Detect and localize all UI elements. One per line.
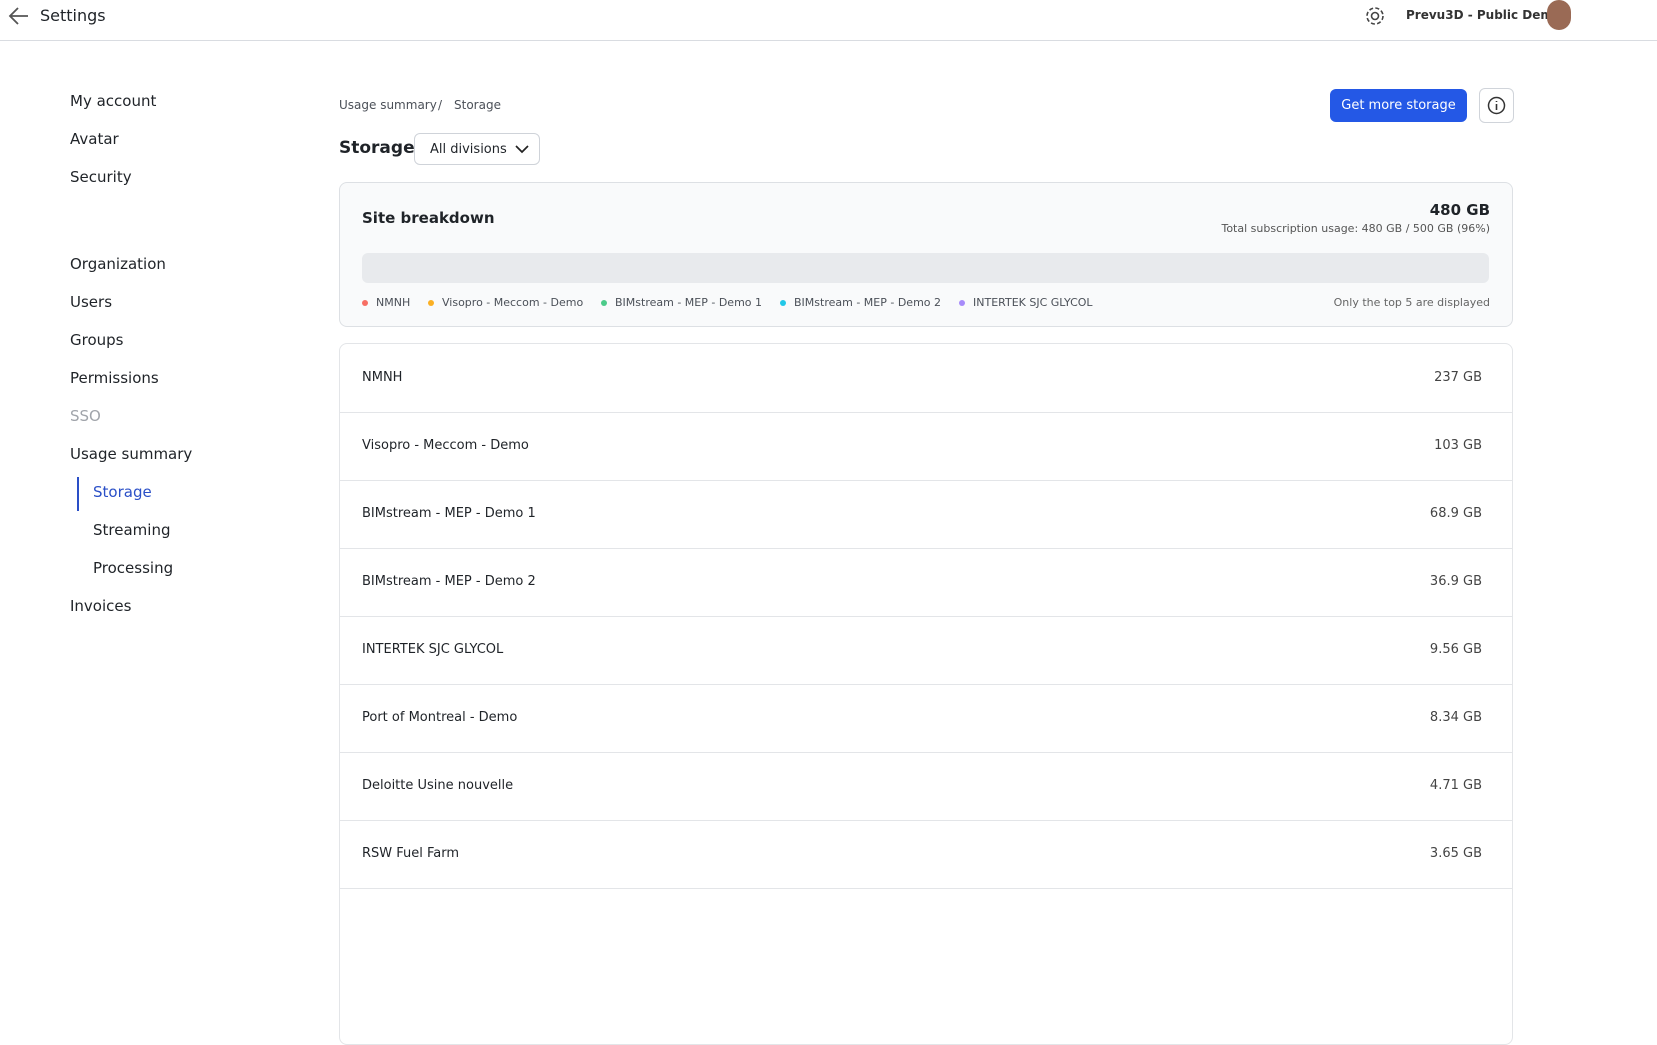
site-name: Deloitte Usine nouvelle <box>362 778 514 793</box>
legend-item: INTERTEK SJC GLYCOL <box>959 296 1093 309</box>
legend-item: Visopro - Meccom - Demo <box>428 296 583 309</box>
legend-label: BIMstream - MEP - Demo 2 <box>794 296 942 309</box>
site-size: 9.56 GB <box>1429 642 1482 657</box>
page-title: Storage <box>339 138 415 158</box>
site-size: 4.71 GB <box>1429 778 1482 793</box>
usage-bar <box>362 253 1489 283</box>
site-row[interactable]: BIMstream - MEP - Demo 1 68.9 GB <box>340 480 1512 549</box>
site-size: 3.65 GB <box>1429 846 1482 861</box>
breadcrumb-item: Storage <box>454 98 501 112</box>
legend-item: NMNH <box>362 296 410 309</box>
sidebar-item[interactable]: Organization <box>70 255 166 273</box>
sidebar-item[interactable]: My account <box>70 92 157 110</box>
settings-icon[interactable] <box>1364 5 1386 27</box>
site-list: NMNH 237 GB Visopro - Meccom - Demo 103 GB B… <box>339 343 1513 1045</box>
site-row[interactable]: Visopro - Meccom - Demo 103 GB <box>340 412 1512 481</box>
active-indicator <box>77 477 79 511</box>
legend-dot <box>362 299 368 306</box>
site-name: Visopro - Meccom - Demo <box>362 438 529 453</box>
site-size: 237 GB <box>1434 370 1482 385</box>
sidebar-item: SSO <box>70 407 101 425</box>
sidebar-item[interactable]: Processing <box>93 559 174 577</box>
back-arrow[interactable] <box>8 6 32 26</box>
site-row[interactable]: RSW Fuel Farm 3.65 GB <box>340 820 1512 889</box>
site-size: 36.9 GB <box>1429 574 1482 589</box>
site-name: Port of Montreal - Demo <box>362 710 518 725</box>
legend-item: BIMstream - MEP - Demo 1 <box>601 296 762 309</box>
sidebar-item[interactable]: Permissions <box>70 369 159 387</box>
site-name: RSW Fuel Farm <box>362 846 460 861</box>
sidebar-item[interactable]: Invoices <box>70 597 132 615</box>
header-title: Settings <box>40 6 106 25</box>
sidebar-item[interactable]: Security <box>70 168 132 186</box>
site-row[interactable]: NMNH 237 GB <box>340 344 1512 413</box>
card-title: Site breakdown <box>362 209 495 227</box>
site-size: 103 GB <box>1434 438 1482 453</box>
get-more-storage-button[interactable]: Get more storage <box>1330 89 1467 122</box>
site-name: BIMstream - MEP - Demo 2 <box>362 574 536 589</box>
sidebar-item[interactable]: Groups <box>70 331 124 349</box>
legend-label: NMNH <box>376 296 411 309</box>
subscription-usage: Total subscription usage: 480 GB / 500 G… <box>1221 222 1490 235</box>
total-usage: 480 GB <box>1429 201 1490 219</box>
site-name: NMNH <box>362 370 403 385</box>
site-row[interactable]: BIMstream - MEP - Demo 2 36.9 GB <box>340 548 1512 617</box>
legend-dot <box>428 299 434 306</box>
breadcrumb-separator: / <box>438 98 443 112</box>
legend-label: Visopro - Meccom - Demo <box>442 296 584 309</box>
site-size: 68.9 GB <box>1429 506 1482 521</box>
avatar[interactable] <box>1547 0 1571 30</box>
site-name: INTERTEK SJC GLYCOL <box>362 642 504 657</box>
filter-label: All divisions <box>430 141 507 157</box>
sidebar-item[interactable]: Avatar <box>70 130 119 148</box>
site-row[interactable]: Port of Montreal - Demo 8.34 GB <box>340 684 1512 753</box>
breadcrumb-item[interactable]: Usage summary <box>339 98 437 112</box>
header: Settings Prevu3D - Public Demos <box>0 0 1657 41</box>
site-name: BIMstream - MEP - Demo 1 <box>362 506 536 521</box>
sidebar-item[interactable]: Streaming <box>93 521 171 539</box>
breakdown-card: Site breakdown 480 GB Total subscription… <box>339 182 1513 327</box>
sidebar-item[interactable]: Storage <box>93 483 152 501</box>
legend-label: INTERTEK SJC GLYCOL <box>973 296 1093 309</box>
legend-dot <box>959 299 965 306</box>
site-size: 8.34 GB <box>1429 710 1482 725</box>
sidebar-item[interactable]: Users <box>70 293 113 311</box>
legend-note: Only the top 5 are displayed <box>1333 296 1490 309</box>
legend-dot <box>601 299 607 306</box>
workspace-name[interactable]: Prevu3D - Public Demos <box>1406 8 1569 22</box>
division-filter[interactable]: All divisions <box>414 133 540 165</box>
legend-item: BIMstream - MEP - Demo 2 <box>780 296 941 309</box>
sidebar-item[interactable]: Usage summary <box>70 445 193 463</box>
info-button[interactable] <box>1479 88 1514 123</box>
site-row[interactable]: Deloitte Usine nouvelle 4.71 GB <box>340 752 1512 821</box>
site-row[interactable]: INTERTEK SJC GLYCOL 9.56 GB <box>340 616 1512 685</box>
legend-dot <box>780 299 786 306</box>
legend-label: BIMstream - MEP - Demo 1 <box>615 296 763 309</box>
